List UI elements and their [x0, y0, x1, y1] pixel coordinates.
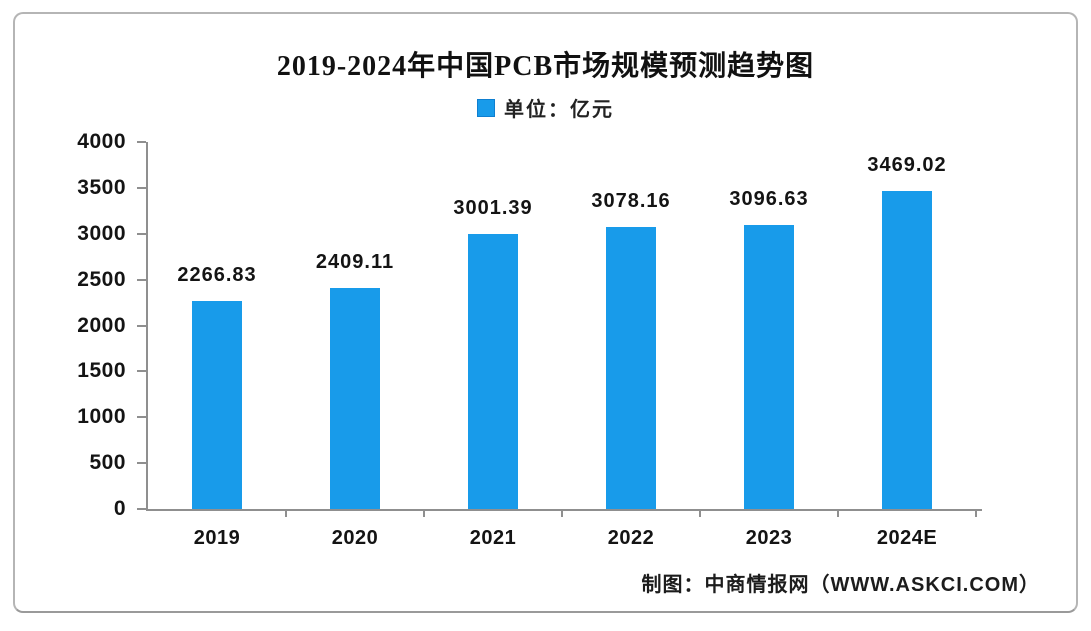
x-axis-tick: [561, 511, 563, 517]
y-axis-line: [146, 142, 148, 509]
x-axis-line: [146, 509, 982, 511]
x-axis-label: 2019: [193, 527, 241, 549]
y-axis-tick-label: 3000: [77, 221, 126, 245]
bar: [744, 224, 794, 509]
y-axis-tick: [137, 186, 146, 189]
x-axis-label: 2024E: [876, 527, 938, 549]
y-axis-tick: [137, 370, 146, 373]
chart-title: 2019-2024年中国PCB市场规模预测趋势图: [276, 51, 815, 82]
bar-value-label: 3001.39: [453, 196, 533, 219]
x-axis-label: 2023: [745, 527, 793, 549]
legend-label: 单位：亿元: [504, 99, 614, 121]
y-axis-tick-label: 3500: [77, 175, 126, 199]
y-axis-tick: [137, 278, 146, 281]
x-axis-label: 2021: [469, 527, 517, 549]
y-axis-tick: [137, 141, 146, 143]
legend-swatch-icon: [477, 98, 495, 117]
y-axis-tick: [137, 416, 146, 419]
bar-value-label: 3078.16: [591, 189, 671, 212]
x-axis-tick: [285, 511, 287, 517]
bar: [882, 190, 932, 509]
y-axis-tick-label: 500: [89, 451, 126, 475]
y-axis-tick-label: 4000: [77, 130, 126, 153]
bar: [468, 233, 518, 509]
y-axis-tick: [137, 232, 146, 235]
x-axis-tick: [423, 511, 425, 517]
bar: [330, 287, 380, 509]
x-axis-label: 2020: [331, 527, 379, 549]
x-axis-tick: [699, 511, 701, 517]
y-axis-tick: [137, 508, 146, 510]
x-axis-tick: [837, 511, 839, 517]
bar-value-label: 3469.02: [867, 153, 947, 176]
legend: 单位：亿元: [0, 93, 1091, 122]
y-axis-tick-label: 2500: [77, 267, 126, 291]
y-axis-tick: [137, 324, 146, 327]
x-axis-label: 2022: [607, 527, 655, 549]
plot-area: 0 500 1000 1500 2000 2500 3000 3500 4000 2266.83 2…: [77, 130, 982, 549]
credit-text: 制图：中商情报网（WWW.ASKCI.COM）: [641, 574, 1040, 596]
bar-value-label: 3096.63: [729, 187, 809, 210]
bar-value-label: 2409.11: [315, 250, 395, 273]
y-axis-tick-label: 1500: [77, 359, 126, 383]
y-axis-tick-label: 1000: [77, 405, 126, 429]
bar: [606, 226, 656, 509]
y-axis-tick: [137, 462, 146, 465]
bar-value-label: 2266.83: [177, 264, 257, 287]
bar: [192, 301, 242, 509]
y-axis-tick-label: 2000: [77, 313, 126, 337]
x-axis-tick: [975, 511, 977, 517]
y-axis-tick-label: 0: [113, 497, 126, 520]
